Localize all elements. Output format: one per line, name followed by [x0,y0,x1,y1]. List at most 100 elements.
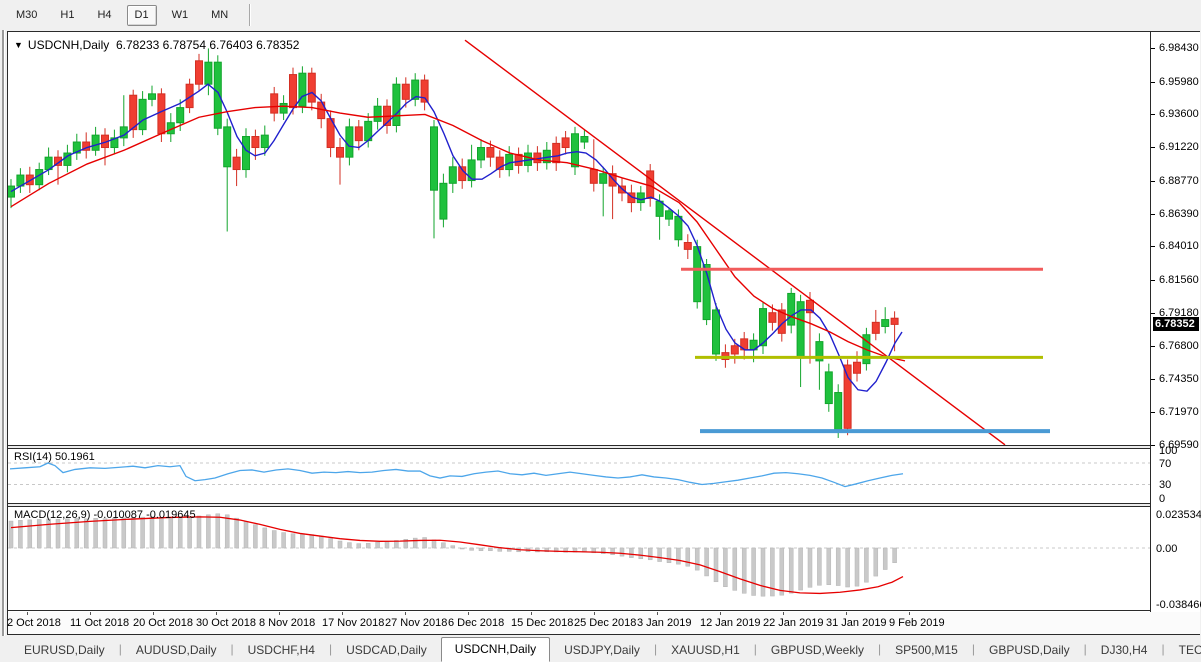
price-axis-label: 6.81560 [1159,274,1199,287]
macd-histogram-bar [469,547,474,551]
timeframe-button-H1[interactable]: H1 [60,8,75,21]
chart-tab-USDCHF[interactable]: USDCHF,H4 [247,643,315,657]
main-chart-canvas[interactable] [8,32,1150,445]
chart-tab-GBPUSD[interactable]: GBPUSD,Daily [988,643,1070,657]
time-axis-separator [7,610,1200,611]
price-axis[interactable]: 6.98430 6.95980 6.93600 6.91220 6.88770 6.863… [1151,32,1201,612]
macd-histogram-bar [149,516,155,549]
candle-body [298,72,307,107]
time-axis-label: 27 Nov 2018 [385,617,448,629]
timeframe-toolbar: M30 H1 H4 D1 W1 MN [0,0,1201,30]
panel-separator[interactable] [7,448,1200,449]
time-axis-tick [846,612,847,615]
descending-trendline[interactable] [464,39,1006,445]
macd-histogram-bar [619,547,625,557]
candle-body [871,321,880,334]
macd-histogram-bar [657,547,662,562]
macd-histogram-bar [826,547,832,585]
price-axis-label: 6.74350 [1159,373,1199,386]
chart-tab-XAUUSD[interactable]: XAUUSD,H1 [671,643,740,657]
candle-body [759,308,767,347]
price-axis-label: 6.79180 [1159,306,1199,319]
chart-tab-SP500[interactable]: SP500,M15 [895,643,958,657]
macd-signal-line [10,516,904,595]
time-axis-label: 11 Oct 2018 [70,617,130,629]
macd-histogram-bar [46,518,51,549]
macd-histogram-bar [177,517,183,549]
timeframe-button-M30[interactable]: M30 [16,8,38,21]
window-splitter[interactable] [2,30,5,636]
rsi-indicator-label: RSI(14) 50.1961 [14,451,95,463]
tab-separator: | [753,642,757,656]
chart-tab-USDJPY[interactable]: USDJPY,Daily [564,643,640,657]
macd-histogram-bar [347,542,352,549]
candle-body [223,126,232,168]
rsi-name: RSI(14) [14,451,52,463]
time-axis-label: 25 Dec 2018 [574,617,637,629]
macd-histogram-bar [55,519,61,549]
chart-tab-USDCNH[interactable]: USDCNH,Daily [440,637,551,662]
macd-indicator-label: MACD(12,26,9) -0.010087 -0.019645 [14,509,196,521]
macd-histogram-bar [873,547,879,577]
timeframe-button-H4[interactable]: H4 [97,8,112,21]
rsi-value: 50.1961 [54,451,95,463]
tab-separator: | [1161,642,1165,656]
candle-body [571,133,579,168]
macd-histogram-bar [488,547,493,552]
price-axis-tick [1151,246,1155,248]
chart-tab-EURUSD[interactable]: EURUSD,Daily [24,643,105,657]
chart-tab-GBPUSD[interactable]: GBPUSD,Weekly [770,643,865,657]
macd-histogram-bar [685,547,691,567]
macd-histogram-bar [835,547,841,586]
candle-body [307,72,316,103]
chart-tab-DJ30[interactable]: DJ30,H4 [1100,643,1148,657]
macd-histogram-bar [600,547,606,554]
tab-separator: | [878,642,882,656]
macd-histogram-bar [168,517,174,549]
price-axis-tick [1151,81,1155,83]
timeframe-button-MN[interactable]: MN [211,8,229,21]
macd-histogram-bar [83,518,89,549]
macd-histogram-bar [441,542,446,549]
candle-body [354,126,363,142]
macd-axis-label: 0.023534 [1156,508,1201,521]
time-axis-label: 12 Jan 2019 [700,617,761,629]
chart-tab-USDCAD[interactable]: USDCAD,Daily [346,643,427,657]
macd-histogram-bar [751,547,756,596]
tab-separator: | [118,642,122,656]
macd-axis-label: 0.00 [1156,543,1178,555]
macd-histogram-bar [779,547,785,596]
chart-tab-AUDUSD[interactable]: AUDUSD,Daily [135,643,217,657]
candle-body [176,107,185,124]
panel-separator[interactable] [7,506,1200,507]
macd-histogram-bar [159,517,164,549]
candle-body [834,392,843,431]
time-axis-tick [90,612,91,615]
price-axis-tick [1151,48,1155,49]
time-axis-tick [279,612,280,615]
macd-histogram-bar [262,527,268,549]
macd-panel-canvas[interactable] [8,507,1150,609]
macd-histogram-bar [253,524,258,549]
macd-histogram-bar [412,537,418,549]
time-axis-label: 8 Nov 2018 [259,617,316,629]
timeframe-button-D1[interactable]: D1 [126,4,157,26]
timeframe-button-W1[interactable]: W1 [171,8,189,21]
time-axis[interactable]: 2 Oct 2018 11 Oct 2018 20 Oct 2018 30 Oct 2… [7,612,1200,634]
macd-histogram-bar [300,533,305,549]
chart-symbol-label: USDCNH,Daily [27,38,110,52]
slow-ma-line [10,105,906,362]
candle-body [148,93,156,100]
macd-histogram-bar [121,517,127,549]
candle-body [138,98,147,131]
macd-histogram-bar [732,547,738,591]
candle-body [289,74,297,109]
symbol-dropdown-icon[interactable]: ▼ [14,40,23,50]
chart-tab-TECH100[interactable]: TECH100,H1 [1178,643,1201,657]
macd-histogram-bar [112,517,117,549]
rsi-panel-canvas[interactable] [8,449,1150,502]
panel-separator[interactable] [7,445,1200,446]
macd-histogram-bar [845,547,850,588]
panel-separator[interactable] [7,503,1200,504]
macd-histogram-bar [356,543,362,549]
